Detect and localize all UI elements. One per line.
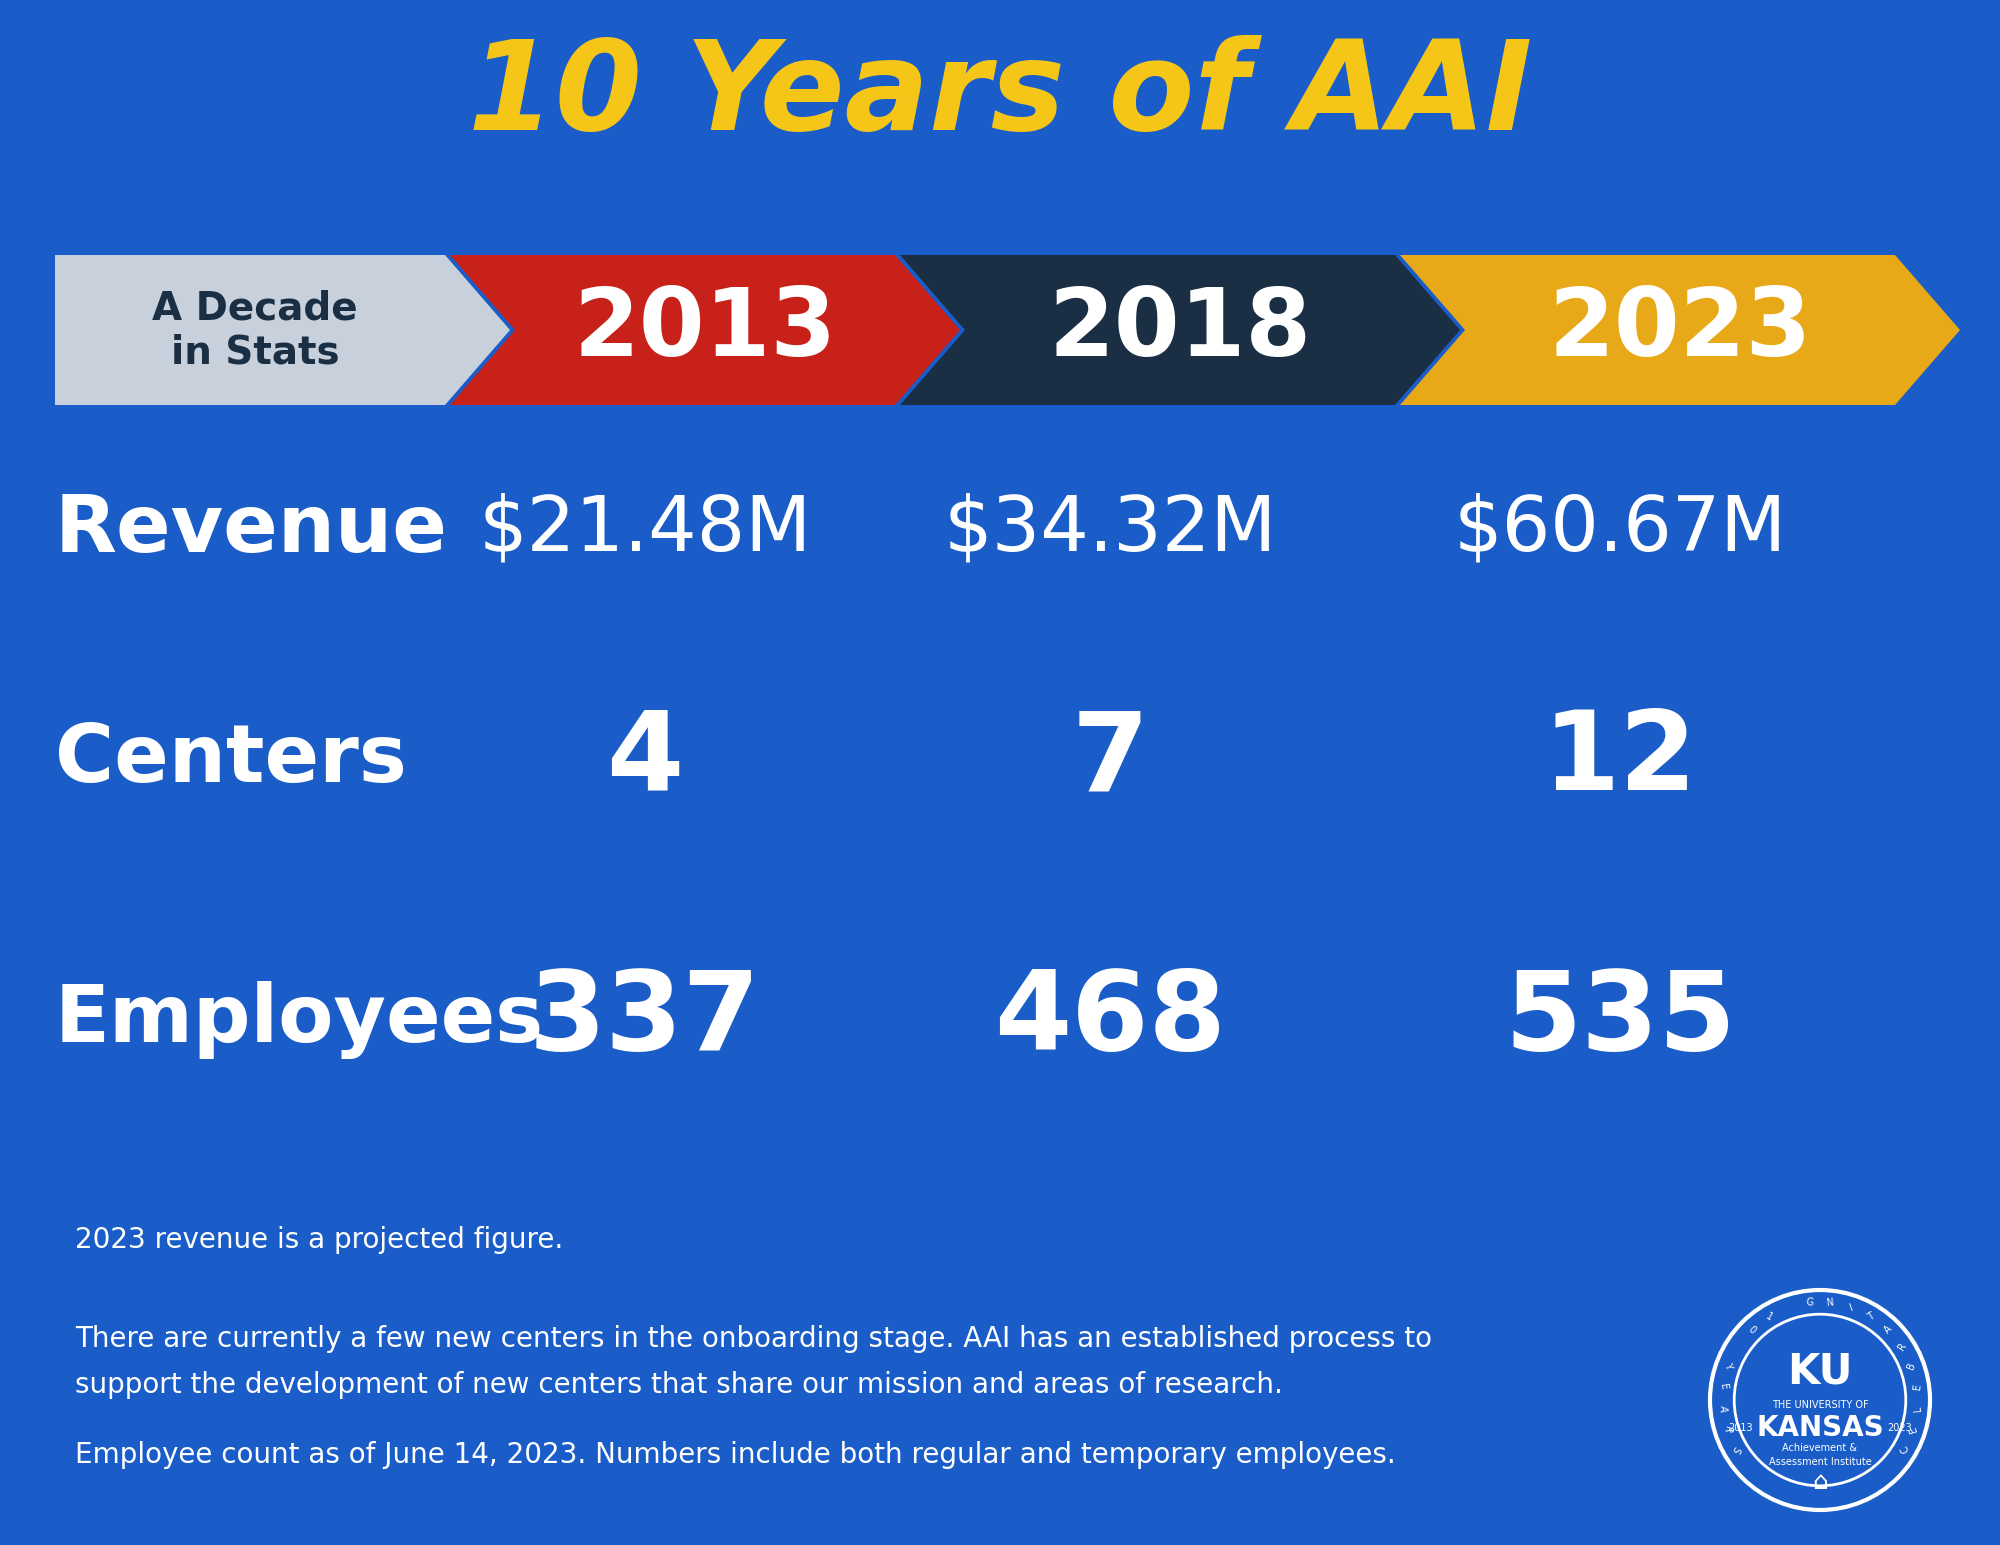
Text: B: B [1906, 1361, 1918, 1370]
Text: THE UNIVERSITY OF: THE UNIVERSITY OF [1772, 1400, 1868, 1411]
Text: KANSAS: KANSAS [1756, 1414, 1884, 1441]
Text: 337: 337 [530, 967, 760, 1074]
Text: $21.48M: $21.48M [478, 493, 812, 567]
Text: A Decade
in Stats: A Decade in Stats [152, 289, 358, 371]
Text: 2023: 2023 [1886, 1423, 1912, 1434]
Text: 2023: 2023 [1548, 284, 1812, 375]
Text: 2023 revenue is a projected figure.: 2023 revenue is a projected figure. [76, 1227, 564, 1255]
Text: Revenue: Revenue [56, 491, 448, 569]
Text: 7: 7 [1072, 706, 1148, 814]
Text: I: I [1848, 1302, 1854, 1313]
Text: A: A [1718, 1404, 1728, 1412]
Text: C: C [1898, 1443, 1910, 1454]
Text: R: R [1720, 1424, 1732, 1434]
Text: 535: 535 [1504, 967, 1736, 1074]
Text: $60.67M: $60.67M [1454, 493, 1786, 567]
Text: N: N [1826, 1298, 1834, 1309]
Text: A: A [1882, 1324, 1894, 1336]
Polygon shape [900, 255, 1460, 405]
Text: R: R [1896, 1341, 1908, 1352]
Text: Y: Y [1722, 1361, 1734, 1370]
Text: $34.32M: $34.32M [944, 493, 1276, 567]
Text: KU: KU [1788, 1350, 1852, 1394]
Text: S: S [1730, 1443, 1742, 1454]
Text: 12: 12 [1542, 706, 1698, 814]
Text: Employee count as of June 14, 2023. Numbers include both regular and temporary e: Employee count as of June 14, 2023. Numb… [76, 1441, 1396, 1469]
Text: 10 Years of AAI: 10 Years of AAI [468, 34, 1532, 156]
Polygon shape [1400, 255, 1960, 405]
Text: 1: 1 [1764, 1310, 1774, 1323]
Polygon shape [450, 255, 960, 405]
Text: 2013: 2013 [1728, 1423, 1754, 1434]
Text: G: G [1804, 1298, 1814, 1309]
Text: There are currently a few new centers in the onboarding stage. AAI has an establ: There are currently a few new centers in… [76, 1326, 1432, 1398]
Text: E: E [1912, 1383, 1922, 1390]
Text: Centers: Centers [56, 722, 406, 799]
Text: Employees: Employees [56, 981, 544, 1058]
Text: E: E [1908, 1424, 1920, 1434]
Text: 4: 4 [606, 706, 684, 814]
Text: Achievement &
Assessment Institute: Achievement & Assessment Institute [1768, 1443, 1872, 1466]
Text: E: E [1718, 1383, 1728, 1390]
Text: 2013: 2013 [574, 284, 836, 375]
Text: 2018: 2018 [1048, 284, 1312, 375]
Text: 468: 468 [994, 967, 1226, 1074]
Text: 0: 0 [1746, 1324, 1758, 1335]
Text: T: T [1866, 1310, 1876, 1323]
Polygon shape [56, 255, 510, 405]
Text: ⌂: ⌂ [1812, 1469, 1828, 1494]
Text: L: L [1912, 1404, 1922, 1411]
